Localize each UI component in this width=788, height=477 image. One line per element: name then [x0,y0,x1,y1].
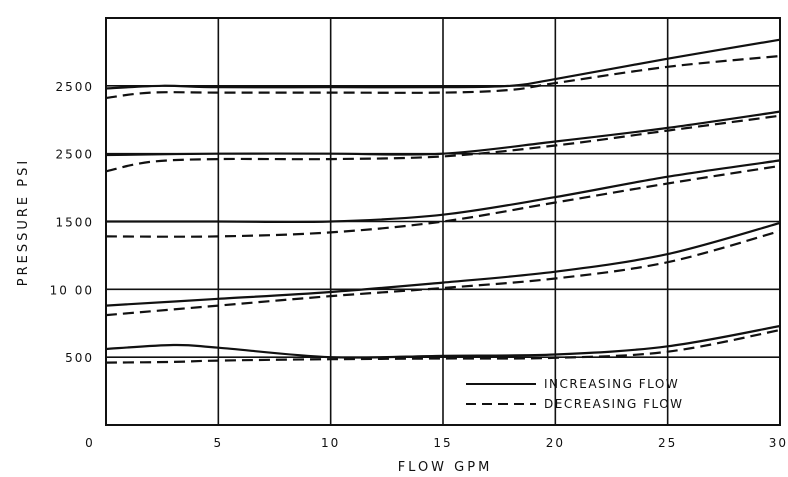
decreasing-flow-line-1 [105,328,781,364]
increasing-flow-line-2 [105,221,781,307]
series-layer [105,38,781,364]
x-tick-label-5: 25 [658,436,677,450]
x-tick-label-0: 0 [85,436,95,450]
decreasing-flow-line-5 [105,164,781,238]
increasing-flow-line-0 [105,324,781,359]
plot-frame [105,17,781,426]
x-tick-label-2: 10 [321,436,340,450]
x-tick-label-1: 5 [214,436,224,450]
increasing-flow-line-6 [105,110,781,157]
legend: INCREASING FLOW DECREASING FLOW [466,377,684,411]
y-axis-label: PRESSURE PSI [16,158,31,286]
x-axis-label: FLOW GPM [398,460,493,475]
decreasing-flow-line-9 [105,54,781,100]
y-tick-label-0: 500 [65,351,94,365]
y-tick-label-2: 1500 [55,216,94,230]
tick-labels: 0 5 10 15 20 25 30 500 10 00 1500 2500 2500 [50,80,788,450]
y-tick-label-1: 10 00 [50,283,94,297]
decreasing-flow-line-3 [105,229,781,317]
x-tick-label-6: 30 [769,436,788,450]
increasing-flow-line-4 [106,159,781,224]
legend-label-increasing: INCREASING FLOW [544,377,679,391]
x-tick-label-4: 20 [546,436,565,450]
x-tick-label-3: 15 [433,436,452,450]
decreasing-flow-line-7 [105,114,781,173]
y-tick-label-3: 2500 [55,148,94,162]
legend-label-decreasing: DECREASING FLOW [544,397,684,411]
y-tick-label-4: 2500 [55,80,94,94]
increasing-flow-line-8 [105,38,781,90]
